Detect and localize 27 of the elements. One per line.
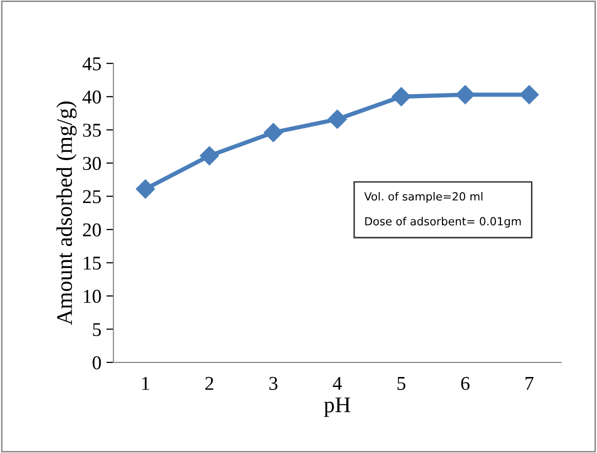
point [200,146,219,166]
text: Vol. of sample=20 ml Dose of adsorbent= 0.01gm [364,192,521,228]
y-tick-label: 0 [92,356,101,370]
point [392,87,411,106]
y-tick-label: 40 [82,90,101,104]
point [328,110,347,129]
x-tick-label: 6 [461,376,470,390]
y-tick-label: 10 [84,290,101,303]
y-tick-label: 15 [84,256,101,270]
x-tick-label: 7 [526,377,534,390]
y-tick-label: 30 [83,156,101,170]
point [520,85,539,104]
y-tick-label: 35 [83,124,101,137]
y-tick-label: 25 [83,190,101,204]
point [264,122,283,142]
x-tick-label: 4 [332,376,342,390]
y-tick-label: 5 [93,323,101,336]
y-tick-label: 45 [82,57,101,70]
x-tick-label: 3 [269,376,278,390]
y-tick-label: 20 [83,223,101,236]
x-tick-label: 1 [142,376,150,390]
x-tick-label: 2 [205,376,214,390]
x-tick-label: 5 [398,377,406,390]
x-axis-title: pH [324,398,350,417]
y-axis-title: Amount adsorbed (mg/g) [56,102,77,326]
point [136,179,155,199]
point [456,85,475,104]
